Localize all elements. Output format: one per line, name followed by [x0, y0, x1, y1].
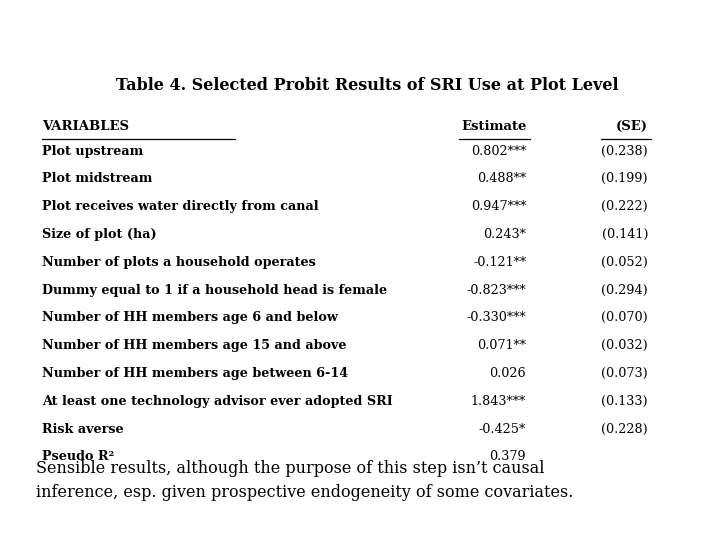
Text: Number of plots a household operates: Number of plots a household operates	[42, 256, 316, 269]
Text: (0.073): (0.073)	[601, 367, 648, 380]
Text: Risk averse: Risk averse	[42, 423, 124, 436]
Text: Dummy equal to 1 if a household head is female: Dummy equal to 1 if a household head is …	[42, 284, 387, 296]
Text: -0.121**: -0.121**	[473, 256, 526, 269]
Text: Plot receives water directly from canal: Plot receives water directly from canal	[42, 200, 319, 213]
Text: (0.238): (0.238)	[601, 145, 648, 158]
Text: 0.488**: 0.488**	[477, 172, 526, 185]
Text: Pseudo R²: Pseudo R²	[42, 450, 114, 463]
Text: Estimate: Estimate	[461, 120, 526, 133]
Text: (0.052): (0.052)	[601, 256, 648, 269]
Text: 1.843***: 1.843***	[471, 395, 526, 408]
Text: 0.947***: 0.947***	[471, 200, 526, 213]
Text: 0.243*: 0.243*	[483, 228, 526, 241]
Text: (0.294): (0.294)	[601, 284, 648, 296]
Text: (0.228): (0.228)	[601, 423, 648, 436]
Text: 0.026: 0.026	[490, 367, 526, 380]
Text: 0.071**: 0.071**	[477, 339, 526, 352]
Text: Probit SRI Use Estimates: Probit SRI Use Estimates	[320, 24, 713, 55]
Text: Plot upstream: Plot upstream	[42, 145, 143, 158]
Text: -0.425*: -0.425*	[479, 423, 526, 436]
Text: (0.032): (0.032)	[601, 339, 648, 352]
Text: Number of HH members age 6 and below: Number of HH members age 6 and below	[42, 312, 338, 325]
Text: Table 4. Selected Probit Results of SRI Use at Plot Level: Table 4. Selected Probit Results of SRI …	[116, 77, 618, 94]
Text: 0.802***: 0.802***	[471, 145, 526, 158]
Text: -0.823***: -0.823***	[467, 284, 526, 296]
Text: Sensible results, although the purpose of this step isn’t causal
inference, esp.: Sensible results, although the purpose o…	[35, 460, 573, 501]
Text: (0.133): (0.133)	[601, 395, 648, 408]
Text: (SE): (SE)	[616, 120, 648, 133]
Text: -0.330***: -0.330***	[467, 312, 526, 325]
Text: Number of HH members age 15 and above: Number of HH members age 15 and above	[42, 339, 347, 352]
Text: (0.070): (0.070)	[601, 312, 648, 325]
Text: 0.379: 0.379	[490, 450, 526, 463]
Text: At least one technology advisor ever adopted SRI: At least one technology advisor ever ado…	[42, 395, 393, 408]
Text: VARIABLES: VARIABLES	[42, 120, 130, 133]
Text: (0.199): (0.199)	[601, 172, 648, 185]
Text: Plot midstream: Plot midstream	[42, 172, 153, 185]
Text: Number of HH members age between 6-14: Number of HH members age between 6-14	[42, 367, 348, 380]
Text: (0.222): (0.222)	[601, 200, 648, 213]
Text: (0.141): (0.141)	[602, 228, 648, 241]
Text: Cornell University: Cornell University	[140, 29, 308, 46]
Text: Size of plot (ha): Size of plot (ha)	[42, 228, 157, 241]
